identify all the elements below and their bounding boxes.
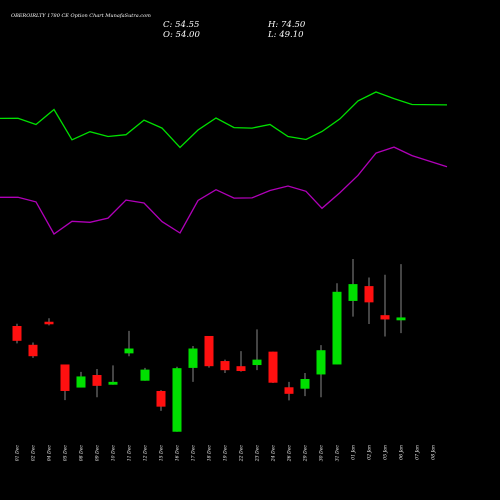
candle-body (220, 361, 230, 371)
candle-body (60, 364, 70, 391)
candles (12, 259, 406, 432)
candle-body (348, 284, 358, 301)
upper-band-line (0, 91, 448, 149)
x-tick-label: 11 Dec (127, 445, 133, 462)
candle-body (204, 335, 214, 367)
candle-body (316, 350, 326, 375)
candle-body (396, 317, 406, 321)
x-tick-label: 17 Dec (191, 445, 197, 462)
candle-body (364, 286, 374, 303)
candle-body (44, 321, 54, 325)
high-readout: H: 74.50 (267, 20, 306, 30)
chart-title: OBEROIRLTY 1780 CE Option Chart MunafaSu… (11, 13, 151, 19)
candle-body (108, 381, 118, 385)
x-tick-label: 23 Dec (255, 445, 261, 463)
x-tick-label: 30 Dec (319, 445, 325, 462)
candle-body (76, 376, 86, 388)
x-tick-label: 16 Dec (175, 445, 181, 462)
x-tick-label: 08 Jan (431, 445, 437, 460)
x-tick-label: 09 Dec (95, 445, 101, 462)
x-tick-label: 15 Dec (159, 445, 165, 462)
x-tick-label: 06 Jan (399, 445, 405, 460)
x-tick-label: 01 Jan (351, 445, 357, 460)
candle-body (140, 369, 150, 381)
close-readout: C: 54.55 (163, 20, 199, 30)
indicator-bands (0, 91, 448, 235)
x-tick-label: 02 Dec (31, 445, 37, 462)
x-tick-label: 08 Dec (79, 445, 85, 462)
low-readout: L: 49.10 (267, 30, 304, 40)
candle-body (28, 344, 38, 357)
x-tick-label: 31 Dec (335, 445, 341, 462)
open-readout: O: 54.00 (163, 30, 200, 40)
x-tick-label: 12 Dec (143, 445, 149, 462)
candle-body (268, 351, 278, 383)
x-tick-label: 02 Jan (367, 445, 373, 460)
x-tick-label: 01 Dec (15, 445, 21, 462)
candle-body (300, 379, 310, 389)
x-tick-label: 22 Dec (239, 445, 245, 463)
candle-body (156, 390, 166, 407)
candle-body (236, 366, 246, 372)
x-tick-label: 24 Dec (271, 445, 277, 463)
x-tick-label: 19 Dec (223, 445, 229, 462)
lower-band-line (0, 146, 448, 235)
candle-body (252, 359, 262, 366)
x-tick-label: 05 Jan (383, 445, 389, 460)
candle-body (12, 326, 22, 341)
x-axis-ticks: 01 Dec 02 Dec 04 Dec 05 Dec 08 Dec 09 Dec 10 D… (15, 445, 437, 463)
candle-body (332, 291, 342, 365)
candle-body (188, 348, 198, 368)
x-tick-label: 05 Dec (63, 445, 69, 462)
x-tick-label: 26 Dec (287, 445, 293, 463)
candle-body (284, 387, 294, 394)
candle-body (172, 368, 182, 432)
x-tick-label: 18 Dec (207, 445, 213, 462)
candle-body (380, 315, 390, 320)
candle-body (124, 348, 134, 354)
x-tick-label: 10 Dec (111, 445, 117, 462)
x-tick-label: 04 Dec (47, 445, 53, 462)
candle-body (92, 375, 102, 386)
x-tick-label: 29 Dec (303, 445, 309, 463)
x-tick-label: 07 Jan (415, 445, 421, 460)
